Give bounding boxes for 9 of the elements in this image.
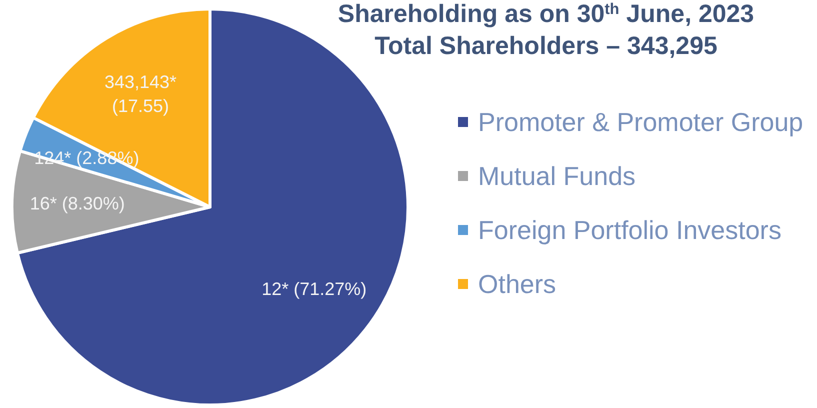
chart-title: Shareholding as on 30$^{th}$ June, 2023 bbox=[338, 0, 754, 28]
legend-label: Mutual Funds bbox=[478, 161, 636, 191]
legend-label: Promoter & Promoter Group bbox=[478, 107, 804, 137]
data-label: 343,143* (17.55) bbox=[104, 72, 177, 116]
legend-label: Foreign Portfolio Investors bbox=[478, 215, 782, 245]
legend-label: Others bbox=[478, 269, 556, 299]
data-label: 16* (8.30%) bbox=[30, 194, 125, 214]
text: Total Shareholders – 343,295 bbox=[374, 32, 718, 60]
data-label: 12* (71.27%) bbox=[262, 279, 367, 300]
